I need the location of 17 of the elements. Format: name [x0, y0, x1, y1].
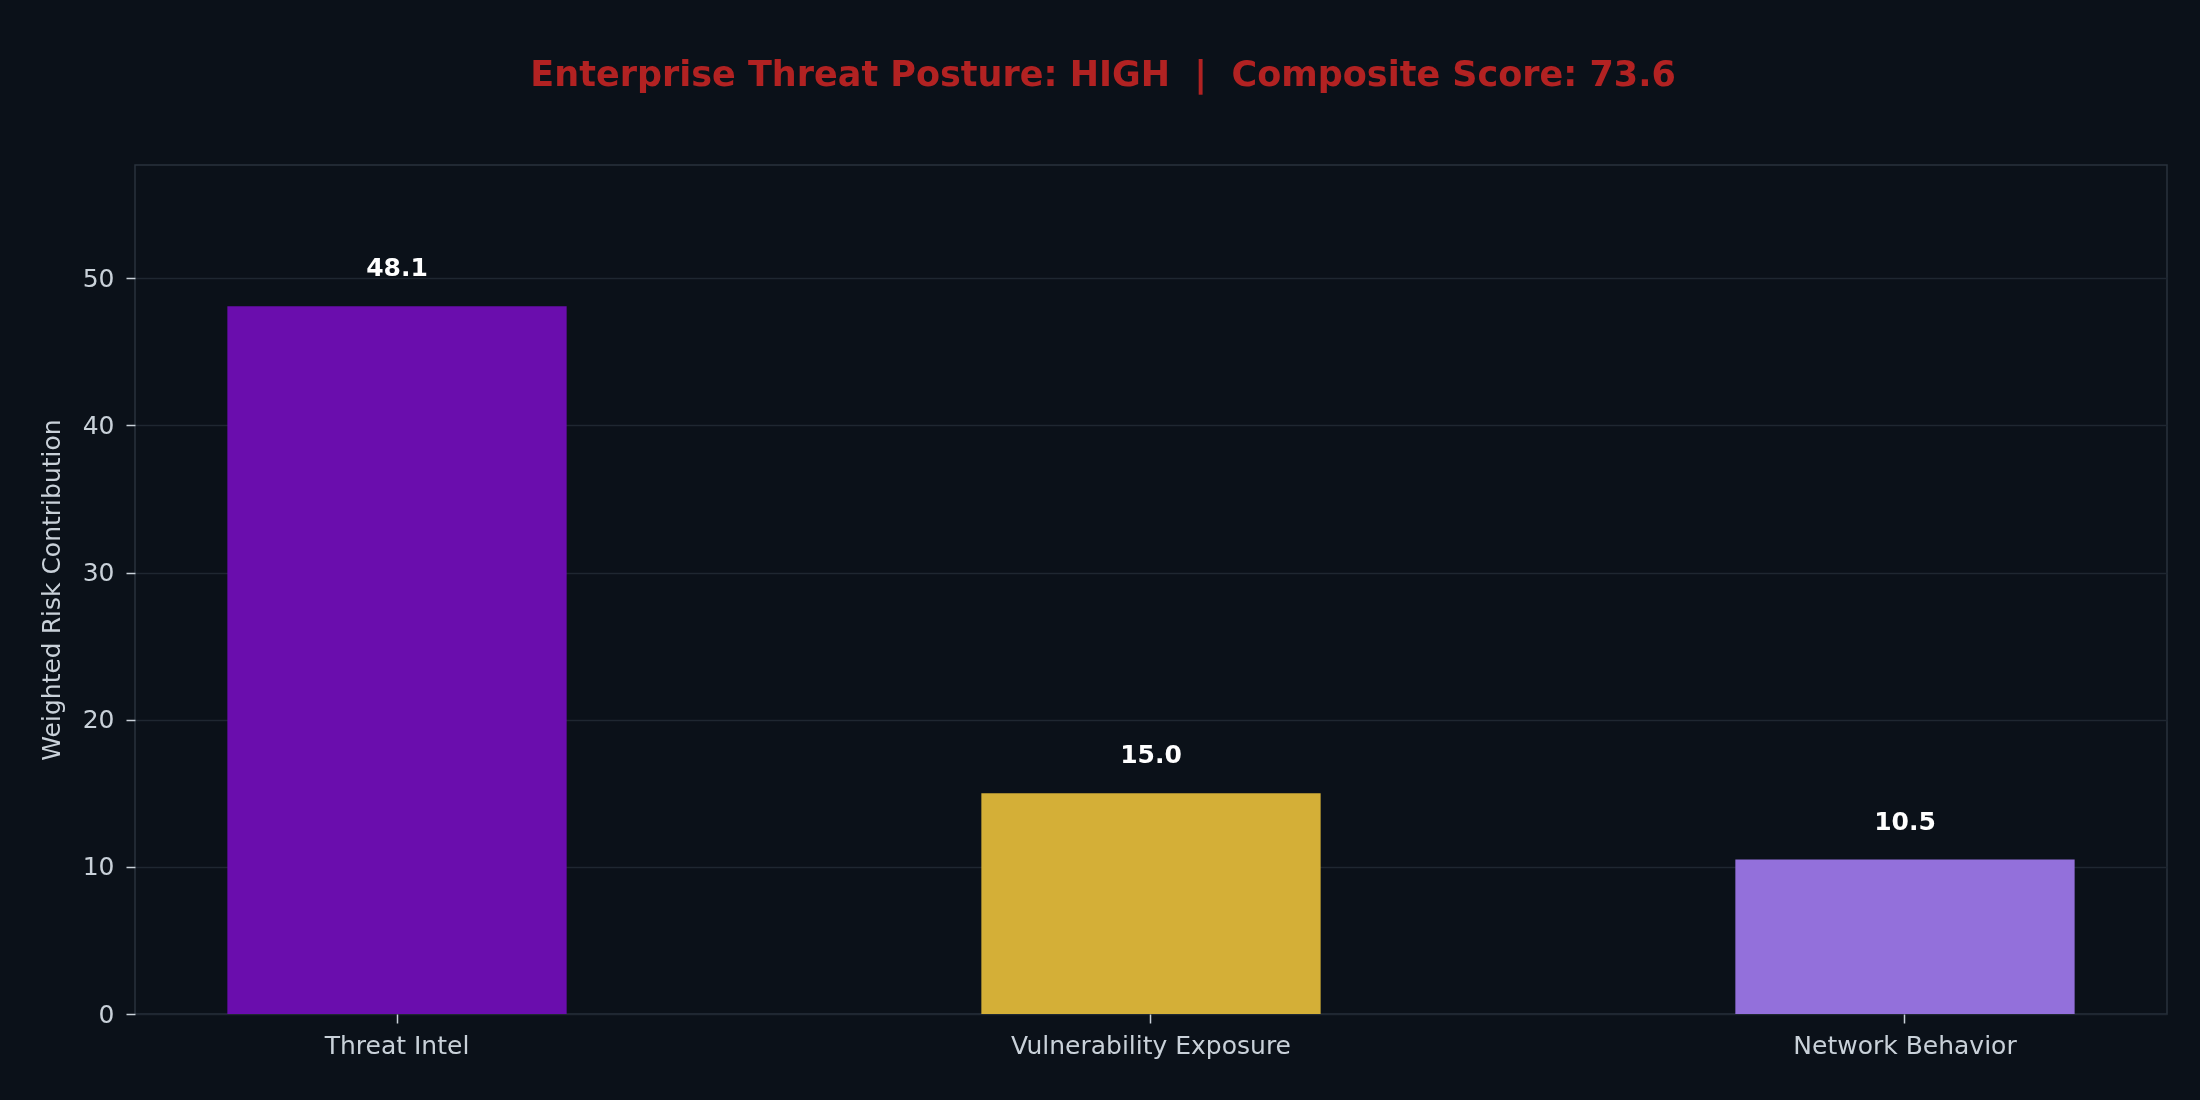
data-label: 15.0 [1120, 740, 1182, 770]
chart-title: Enterprise Threat Posture: HIGH | Composite Score: 73.6 [530, 54, 1676, 95]
y-tick-label: 20 [82, 705, 115, 735]
bar [227, 306, 567, 1014]
x-tick-label: Network Behavior [1793, 1030, 2018, 1060]
bar [981, 793, 1321, 1014]
y-tick-label: 30 [82, 558, 115, 588]
bar [1735, 859, 2075, 1014]
y-tick-label: 0 [98, 999, 115, 1029]
data-label: 10.5 [1874, 806, 1936, 836]
y-axis-title: Weighted Risk Contribution [36, 419, 66, 761]
y-tick-label: 50 [82, 263, 115, 293]
data-label: 48.1 [366, 253, 428, 283]
y-tick-label: 10 [82, 852, 115, 882]
x-tick-label: Threat Intel [323, 1030, 470, 1060]
y-tick-label: 40 [82, 410, 115, 440]
x-tick-label: Vulnerability Exposure [1010, 1030, 1292, 1060]
